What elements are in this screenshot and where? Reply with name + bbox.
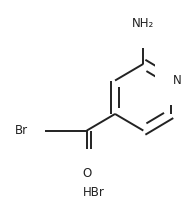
Text: NH₂: NH₂ xyxy=(132,17,154,30)
Text: HBr: HBr xyxy=(83,186,105,199)
Text: N: N xyxy=(173,74,182,87)
Text: O: O xyxy=(82,167,91,180)
Text: Br: Br xyxy=(15,124,28,137)
